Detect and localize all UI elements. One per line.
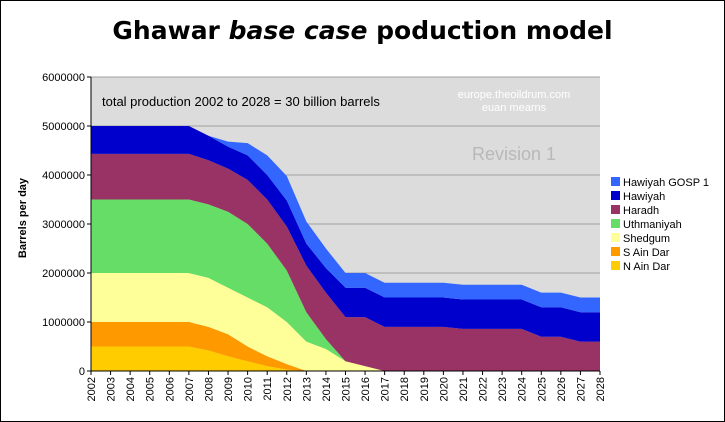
x-tick-label: 2012 (282, 377, 294, 401)
x-tick-label: 2007 (184, 377, 196, 401)
legend-swatch (611, 219, 620, 228)
x-tick-label: 2004 (125, 377, 137, 401)
legend-swatch (611, 233, 620, 242)
x-tick-label: 2024 (517, 377, 529, 401)
legend-label: N Ain Dar (623, 261, 670, 273)
title-pre: Ghawar (112, 16, 229, 45)
x-tick-label: 2023 (497, 377, 509, 401)
y-tick-label: 4000000 (42, 170, 85, 182)
revision-label: Revision 1 (472, 144, 556, 164)
area-shedgum (91, 273, 600, 371)
x-tick-label: 2003 (106, 377, 118, 401)
x-tick-label: 2016 (360, 377, 372, 401)
area-s-ain-dar (91, 322, 600, 371)
source-text: europe.theoildrum.com (458, 89, 571, 101)
x-tick-label: 2002 (86, 377, 98, 401)
x-tick-label: 2014 (321, 377, 333, 401)
x-tick-label: 2026 (556, 377, 568, 401)
y-tick-label: 6000000 (42, 72, 85, 84)
area-n-ain-dar (91, 346, 600, 371)
y-tick-label: 3000000 (42, 219, 85, 231)
area-hawiyah (91, 126, 600, 342)
area-uthmaniyah (91, 199, 600, 371)
area-haradh (91, 153, 600, 371)
legend-swatch (611, 191, 620, 200)
x-tick-label: 2018 (399, 377, 411, 401)
legend-label: Hawiyah GOSP 1 (623, 177, 709, 189)
legend-label: Hawiyah (623, 191, 665, 203)
title-post: poduction model (367, 16, 613, 45)
x-tick-label: 2028 (595, 377, 607, 401)
y-tick-label: 5000000 (42, 121, 85, 133)
total-production-note: total production 2002 to 2028 = 30 billi… (102, 94, 380, 109)
x-tick-label: 2009 (223, 377, 235, 401)
x-tick-label: 2017 (380, 377, 392, 401)
x-tick-label: 2025 (536, 377, 548, 401)
x-tick-label: 2020 (438, 377, 450, 401)
y-tick-label: 1000000 (42, 317, 85, 329)
y-tick-label: 2000000 (42, 268, 85, 280)
legend-label: Haradh (623, 205, 659, 217)
x-tick-label: 2005 (145, 377, 157, 401)
x-tick-label: 2006 (164, 377, 176, 401)
area-hawiyah-gosp-1 (91, 126, 600, 313)
legend-label: Uthmaniyah (623, 219, 682, 231)
x-tick-label: 2008 (203, 377, 215, 401)
y-tick-label: 0 (79, 366, 85, 378)
x-tick-label: 2015 (341, 377, 353, 401)
legend-swatch (611, 247, 620, 256)
legend-swatch (611, 177, 620, 186)
author-text: euan mearns (482, 102, 547, 114)
x-tick-label: 2010 (243, 377, 255, 401)
title-italic: base case (228, 16, 368, 45)
x-tick-label: 2019 (419, 377, 431, 401)
x-tick-label: 2022 (478, 377, 490, 401)
x-tick-label: 2013 (301, 377, 313, 401)
legend-label: S Ain Dar (623, 247, 670, 259)
x-tick-label: 2021 (458, 377, 470, 401)
chart-title: Ghawar base case poduction model (0, 16, 725, 45)
x-tick-label: 2027 (575, 377, 587, 401)
legend-swatch (611, 261, 620, 270)
x-tick-label: 2011 (262, 377, 274, 401)
legend-label: Shedgum (623, 233, 670, 245)
legend-swatch (611, 205, 620, 214)
